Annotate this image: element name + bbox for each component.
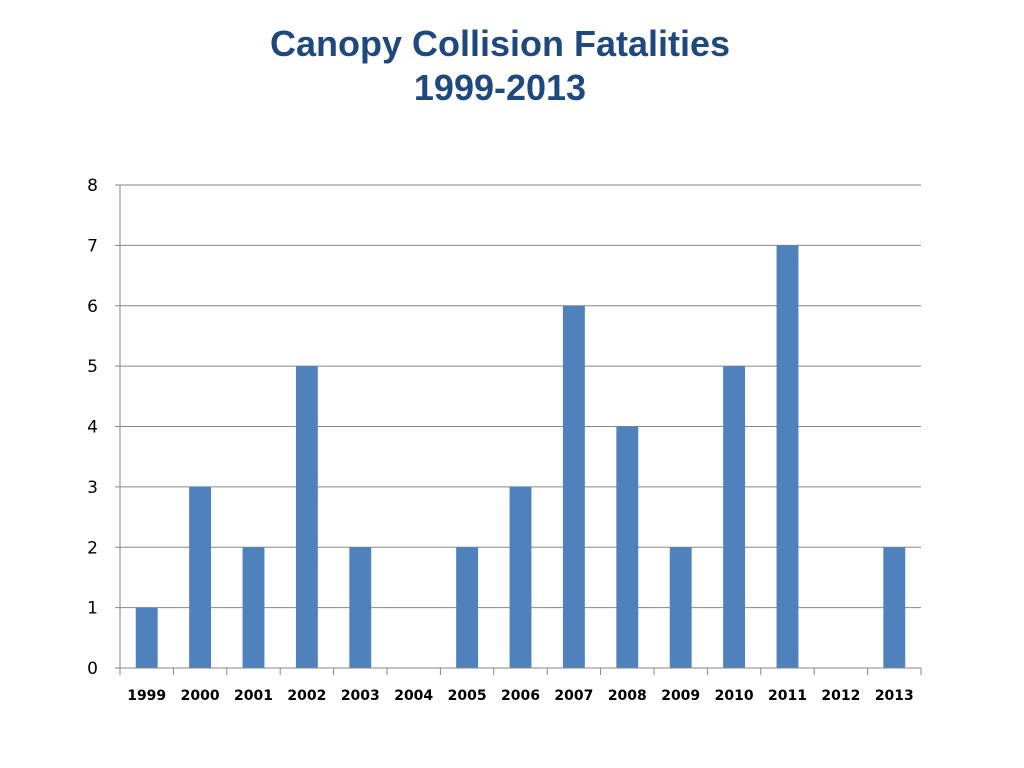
chart-title: Canopy Collision Fatalities [269, 23, 731, 64]
bar-2005 [456, 547, 479, 668]
x-tick-label: 1999 [127, 688, 166, 704]
axes [115, 184, 922, 675]
bar-2000 [189, 486, 212, 668]
bar-series [135, 245, 906, 668]
x-tick-label: 2008 [608, 688, 647, 704]
y-axis-ticks: 0 1 2 3 4 5 6 7 8 [87, 176, 98, 679]
bar-2011 [776, 245, 799, 668]
y-tick-label: 3 [87, 478, 98, 498]
x-tick-label: 2012 [821, 688, 860, 704]
y-tick-label: 7 [87, 236, 98, 256]
x-tick-label: 2013 [875, 688, 914, 704]
bar-2009 [669, 547, 692, 668]
y-tick-label: 0 [87, 659, 98, 679]
y-tick-label: 4 [87, 418, 98, 438]
y-tick-label: 1 [87, 599, 98, 619]
x-tick-label: 2000 [181, 688, 220, 704]
chart-subtitle: 1999-2013 [413, 67, 587, 108]
x-tick-label: 2011 [768, 688, 807, 704]
bar-2010 [723, 366, 746, 668]
x-tick-label: 2007 [554, 688, 593, 704]
y-tick-label: 8 [87, 176, 98, 196]
bar-2008 [616, 426, 639, 668]
bar-1999 [135, 607, 158, 668]
x-tick-label: 2004 [394, 688, 433, 704]
bar-2002 [295, 366, 318, 668]
bar-2001 [242, 547, 265, 668]
x-tick-label: 2006 [501, 688, 540, 704]
x-tick-label: 2009 [661, 688, 700, 704]
x-tick-label: 2001 [234, 688, 273, 704]
x-tick-label: 2002 [287, 688, 326, 704]
x-axis-ticks: 1999 2000 2001 2002 2003 2004 2005 2006 2007 2008… [127, 688, 914, 704]
bar-2003 [349, 547, 372, 668]
bar-2007 [562, 305, 585, 668]
x-tick-label: 2005 [448, 688, 487, 704]
y-tick-label: 2 [87, 538, 98, 558]
x-tick-label: 2003 [341, 688, 380, 704]
bar-2006 [509, 486, 532, 668]
bar-2013 [883, 547, 906, 668]
chart-title-block: Canopy Collision Fatalities 1999-2013 [0, 22, 1000, 110]
y-tick-label: 5 [87, 357, 98, 377]
y-tick-label: 6 [87, 297, 98, 317]
x-tick-label: 2010 [715, 688, 754, 704]
